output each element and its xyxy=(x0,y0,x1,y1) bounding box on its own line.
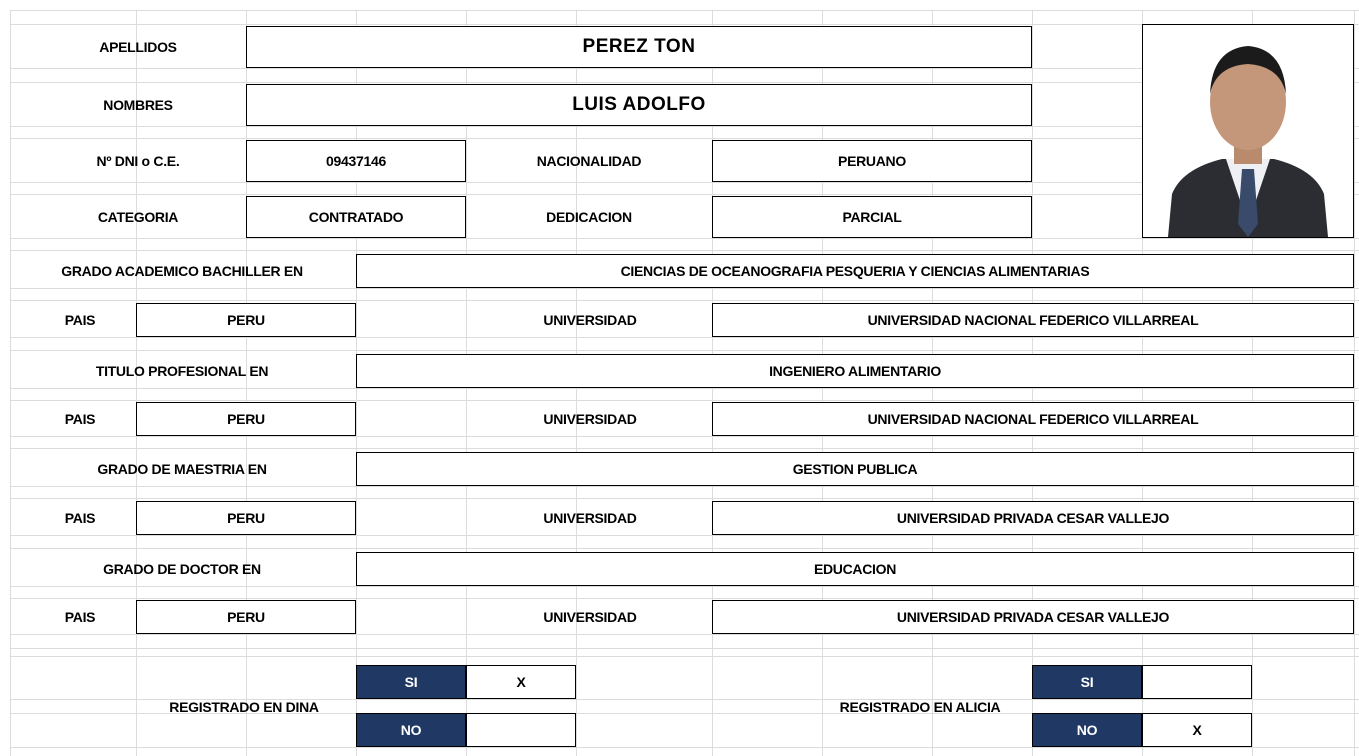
no-box: X xyxy=(1142,713,1252,747)
university-label: UNIVERSIDAD xyxy=(543,609,637,625)
country-label: PAIS xyxy=(64,609,96,625)
grid-line xyxy=(10,699,1359,700)
degree-label: GRADO ACADEMICO BACHILLER EN xyxy=(61,263,303,279)
value: PEREZ TON xyxy=(246,26,1032,68)
grid-line xyxy=(10,586,1359,587)
grid-line xyxy=(10,498,1359,499)
university-label: UNIVERSIDAD xyxy=(543,510,637,526)
grid-line xyxy=(10,250,1359,251)
grid-line xyxy=(10,598,1359,599)
country-label: PAIS xyxy=(64,510,96,526)
country-label: PAIS xyxy=(64,411,96,427)
registration-label: REGISTRADO EN ALICIA xyxy=(839,699,1001,715)
value: PERUANO xyxy=(712,140,1032,182)
label: DEDICACION xyxy=(546,209,632,225)
no-label: NO xyxy=(1032,713,1142,747)
yes-box: X xyxy=(466,665,576,699)
country: PERU xyxy=(136,402,356,436)
university-label: UNIVERSIDAD xyxy=(543,312,637,328)
no-box xyxy=(466,713,576,747)
grid-line xyxy=(10,648,1359,649)
grid-line xyxy=(10,448,1359,449)
grid-line xyxy=(10,634,1359,635)
grid-line xyxy=(10,713,1359,714)
university: UNIVERSIDAD NACIONAL FEDERICO VILLARREAL xyxy=(712,303,1354,337)
country: PERU xyxy=(136,303,356,337)
registration-label: REGISTRADO EN DINA xyxy=(169,699,319,715)
grid-line xyxy=(10,126,1359,127)
grid-line xyxy=(10,182,1359,183)
label: NOMBRES xyxy=(103,97,173,113)
grid-line xyxy=(10,747,1359,748)
degree-label: GRADO DE MAESTRIA EN xyxy=(97,461,267,477)
grid-line xyxy=(10,238,1359,239)
label: APELLIDOS xyxy=(99,39,177,55)
university: UNIVERSIDAD PRIVADA CESAR VALLEJO xyxy=(712,600,1354,634)
country: PERU xyxy=(136,501,356,535)
university: UNIVERSIDAD NACIONAL FEDERICO VILLARREAL xyxy=(712,402,1354,436)
country: PERU xyxy=(136,600,356,634)
grid-line xyxy=(10,10,1359,11)
grid-line xyxy=(10,486,1359,487)
grid-line xyxy=(10,288,1359,289)
university-label: UNIVERSIDAD xyxy=(543,411,637,427)
grid-line xyxy=(10,400,1359,401)
value: CONTRATADO xyxy=(246,196,466,238)
yes-box xyxy=(1142,665,1252,699)
photo xyxy=(1142,24,1354,238)
label: Nº DNI o C.E. xyxy=(96,153,180,169)
grid-line xyxy=(10,350,1359,351)
grid-line xyxy=(10,24,1359,25)
country-label: PAIS xyxy=(64,312,96,328)
grid-line xyxy=(10,656,1359,657)
label: NACIONALIDAD xyxy=(536,153,642,169)
grid-line xyxy=(136,10,137,756)
university: UNIVERSIDAD PRIVADA CESAR VALLEJO xyxy=(712,501,1354,535)
grid-line xyxy=(1354,10,1355,756)
value: 09437146 xyxy=(246,140,466,182)
grid-line xyxy=(10,68,1359,69)
grid-line xyxy=(10,194,1359,195)
yes-label: SI xyxy=(1032,665,1142,699)
degree-field: EDUCACION xyxy=(356,552,1354,586)
value: LUIS ADOLFO xyxy=(246,84,1032,126)
grid-line xyxy=(246,10,247,756)
grid-line xyxy=(10,548,1359,549)
degree-label: GRADO DE DOCTOR EN xyxy=(103,561,261,577)
label: CATEGORIA xyxy=(97,209,179,225)
grid-line xyxy=(10,337,1359,338)
grid-line xyxy=(10,388,1359,389)
grid-line xyxy=(10,82,1359,83)
degree-label: TITULO PROFESIONAL EN xyxy=(95,363,269,379)
value: PARCIAL xyxy=(712,196,1032,238)
grid-line xyxy=(10,138,1359,139)
grid-line xyxy=(10,10,11,756)
degree-field: INGENIERO ALIMENTARIO xyxy=(356,354,1354,388)
no-label: NO xyxy=(356,713,466,747)
grid-line xyxy=(10,535,1359,536)
degree-field: CIENCIAS DE OCEANOGRAFIA PESQUERIA Y CIE… xyxy=(356,254,1354,288)
grid-line xyxy=(10,300,1359,301)
degree-field: GESTION PUBLICA xyxy=(356,452,1354,486)
yes-label: SI xyxy=(356,665,466,699)
grid-line xyxy=(10,436,1359,437)
